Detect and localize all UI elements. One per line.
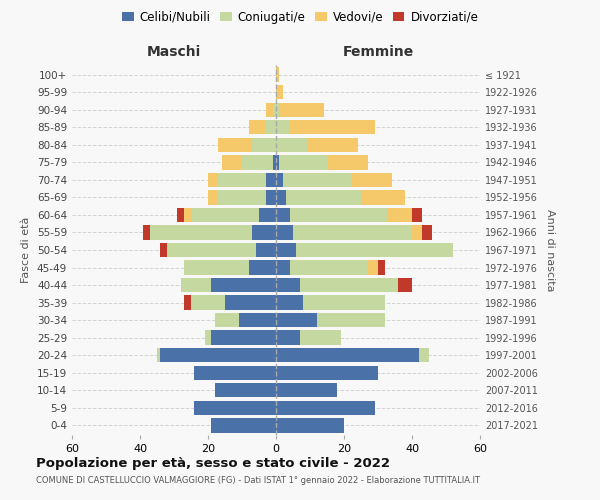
Bar: [303, 296, 385, 310]
Bar: [283, 172, 351, 187]
Bar: [361, 190, 405, 204]
Bar: [191, 296, 225, 310]
Bar: [276, 313, 317, 328]
Bar: [266, 120, 276, 134]
Bar: [225, 296, 276, 310]
Bar: [221, 155, 242, 170]
Bar: [327, 155, 368, 170]
Bar: [293, 226, 412, 239]
Bar: [239, 313, 276, 328]
Bar: [276, 190, 286, 204]
Bar: [276, 400, 374, 415]
Bar: [184, 296, 191, 310]
Bar: [280, 102, 323, 117]
Bar: [191, 208, 259, 222]
Bar: [276, 85, 283, 100]
Bar: [184, 208, 191, 222]
Bar: [422, 226, 433, 239]
Bar: [419, 348, 429, 362]
Bar: [280, 155, 327, 170]
Bar: [276, 383, 337, 398]
Bar: [215, 313, 239, 328]
Bar: [249, 120, 266, 134]
Bar: [143, 226, 150, 239]
Bar: [296, 243, 453, 257]
Bar: [208, 172, 218, 187]
Bar: [181, 278, 211, 292]
Bar: [167, 243, 256, 257]
Bar: [290, 260, 368, 274]
Bar: [276, 155, 280, 170]
Bar: [160, 348, 276, 362]
Text: Maschi: Maschi: [147, 45, 201, 59]
Bar: [160, 243, 167, 257]
Y-axis label: Anni di nascita: Anni di nascita: [545, 209, 554, 291]
Bar: [276, 366, 378, 380]
Bar: [266, 102, 272, 117]
Bar: [256, 243, 276, 257]
Bar: [205, 330, 211, 345]
Bar: [276, 208, 290, 222]
Bar: [290, 120, 374, 134]
Bar: [276, 330, 300, 345]
Bar: [368, 260, 378, 274]
Y-axis label: Fasce di età: Fasce di età: [22, 217, 31, 283]
Bar: [272, 155, 276, 170]
Bar: [266, 172, 276, 187]
Bar: [211, 278, 276, 292]
Bar: [398, 278, 412, 292]
Bar: [211, 418, 276, 432]
Bar: [266, 190, 276, 204]
Bar: [276, 172, 283, 187]
Text: Femmine: Femmine: [343, 45, 413, 59]
Bar: [307, 138, 358, 152]
Bar: [412, 208, 422, 222]
Bar: [290, 208, 388, 222]
Bar: [211, 330, 276, 345]
Bar: [276, 68, 280, 82]
Bar: [276, 278, 300, 292]
Bar: [242, 155, 272, 170]
Bar: [276, 296, 303, 310]
Bar: [300, 330, 341, 345]
Text: Popolazione per età, sesso e stato civile - 2022: Popolazione per età, sesso e stato civil…: [36, 458, 390, 470]
Bar: [218, 138, 252, 152]
Bar: [388, 208, 412, 222]
Bar: [276, 138, 307, 152]
Legend: Celibi/Nubili, Coniugati/e, Vedovi/e, Divorziati/e: Celibi/Nubili, Coniugati/e, Vedovi/e, Di…: [117, 6, 483, 28]
Bar: [412, 226, 422, 239]
Bar: [184, 260, 249, 274]
Bar: [272, 102, 276, 117]
Bar: [276, 348, 419, 362]
Bar: [252, 226, 276, 239]
Bar: [351, 172, 392, 187]
Bar: [276, 243, 296, 257]
Bar: [178, 208, 184, 222]
Bar: [218, 172, 266, 187]
Bar: [276, 102, 280, 117]
Bar: [194, 366, 276, 380]
Bar: [157, 348, 160, 362]
Bar: [276, 418, 344, 432]
Bar: [276, 120, 290, 134]
Bar: [276, 260, 290, 274]
Bar: [276, 226, 293, 239]
Bar: [300, 278, 398, 292]
Bar: [259, 208, 276, 222]
Bar: [218, 190, 266, 204]
Bar: [150, 226, 252, 239]
Bar: [249, 260, 276, 274]
Bar: [215, 383, 276, 398]
Bar: [208, 190, 218, 204]
Bar: [378, 260, 385, 274]
Bar: [317, 313, 385, 328]
Bar: [194, 400, 276, 415]
Text: COMUNE DI CASTELLUCCIO VALMAGGIORE (FG) - Dati ISTAT 1° gennaio 2022 - Elaborazi: COMUNE DI CASTELLUCCIO VALMAGGIORE (FG) …: [36, 476, 480, 485]
Bar: [252, 138, 276, 152]
Bar: [286, 190, 361, 204]
